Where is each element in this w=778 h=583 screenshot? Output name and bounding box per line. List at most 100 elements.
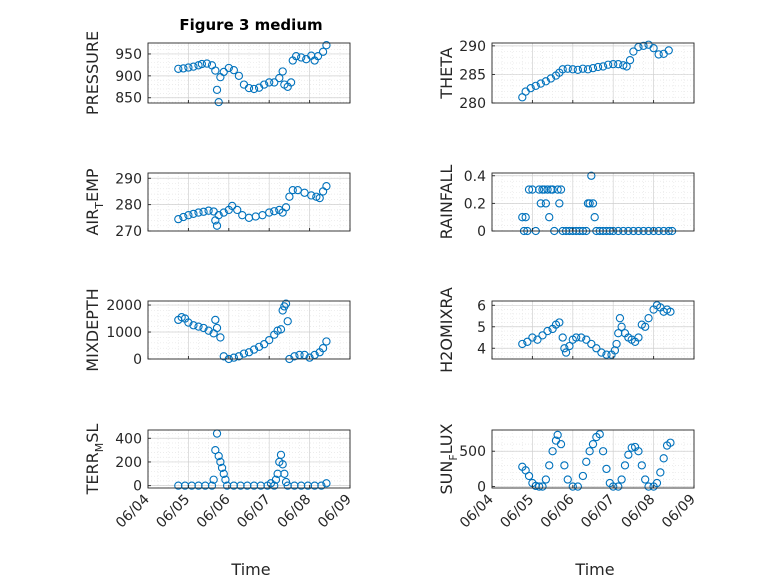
y-tick-label: 0.2 xyxy=(464,196,486,212)
data-point xyxy=(556,185,566,194)
data-point xyxy=(543,185,552,194)
data-point xyxy=(585,447,594,456)
data-point xyxy=(563,64,572,73)
data-point xyxy=(578,471,588,481)
y-tick-label: 290 xyxy=(459,39,486,55)
y-tick-label: 200 xyxy=(115,455,142,471)
data-point xyxy=(228,201,237,211)
data-point xyxy=(582,457,591,466)
data-point xyxy=(617,475,626,484)
data-point xyxy=(587,171,596,180)
data-point xyxy=(583,65,593,74)
data-point xyxy=(244,83,254,93)
data-point xyxy=(538,331,547,340)
data-point xyxy=(214,211,223,220)
data-point xyxy=(270,207,279,216)
data-point xyxy=(322,479,331,488)
data-point xyxy=(541,199,551,208)
data-point xyxy=(313,51,323,61)
data-point xyxy=(644,314,653,323)
y-tick-label: 280 xyxy=(459,96,486,112)
axes-box xyxy=(147,172,351,232)
y-tick-label: 270 xyxy=(115,224,142,240)
y-tick-label: 4 xyxy=(477,341,486,357)
y-axis-label: RAINFALL xyxy=(437,165,456,240)
axes-box xyxy=(491,172,695,232)
data-point xyxy=(174,214,183,224)
y-axis-label: PRESSURE xyxy=(83,31,102,115)
data-point xyxy=(216,457,225,467)
y-axis-label: TERRMSL xyxy=(83,424,106,496)
data-point xyxy=(305,353,314,362)
data-point xyxy=(239,349,249,358)
data-point xyxy=(281,299,291,308)
data-point xyxy=(518,213,527,222)
data-point xyxy=(585,199,594,208)
data-point xyxy=(290,352,299,361)
data-point xyxy=(614,59,623,69)
data-point xyxy=(322,337,331,346)
data-point xyxy=(249,84,259,94)
subplot-h2omixra: 4 5 6 H2OMIXRA xyxy=(437,287,695,373)
data-point xyxy=(553,430,562,440)
data-point xyxy=(221,475,230,484)
x-axis-label-left: Time xyxy=(230,560,270,579)
data-point xyxy=(259,80,269,89)
subplot-air-temp: 270 280 290 AIRTEMP xyxy=(83,168,351,240)
data-point xyxy=(664,46,673,55)
data-point xyxy=(577,333,586,342)
data-point xyxy=(528,333,537,342)
data-point xyxy=(555,318,564,327)
y-tick-label: 285 xyxy=(459,67,486,83)
data-point xyxy=(224,63,233,73)
data-point xyxy=(275,73,284,83)
data-point xyxy=(533,335,542,344)
data-point xyxy=(592,344,601,353)
data-point xyxy=(536,79,545,88)
data-point xyxy=(189,62,198,71)
data-point xyxy=(558,65,567,74)
data-point xyxy=(604,60,613,69)
data-point xyxy=(563,475,572,484)
data-point xyxy=(281,203,291,212)
data-point xyxy=(553,185,562,194)
data-point xyxy=(270,481,279,490)
data-point xyxy=(209,475,218,484)
data-point xyxy=(523,337,532,346)
plot-area xyxy=(148,430,350,488)
data-point xyxy=(184,63,193,72)
data-point xyxy=(545,461,554,470)
data-point xyxy=(211,315,220,325)
axes-box xyxy=(147,42,351,104)
data-point xyxy=(249,345,259,354)
data-point xyxy=(244,348,254,357)
subplot-pressure: 850 900 950 PRESSURE xyxy=(83,31,351,115)
data-point xyxy=(278,67,287,76)
data-point xyxy=(548,447,557,456)
data-point xyxy=(233,205,242,215)
data-point xyxy=(534,185,544,194)
data-point xyxy=(524,185,534,194)
data-point xyxy=(659,454,668,463)
data-point xyxy=(582,335,591,344)
data-point xyxy=(291,51,301,61)
data-point xyxy=(597,348,606,357)
data-point xyxy=(207,481,217,490)
data-point xyxy=(590,213,599,222)
data-point xyxy=(629,47,638,56)
data-point xyxy=(179,212,188,222)
data-point xyxy=(543,326,552,336)
data-point xyxy=(639,41,648,51)
y-axis-label: MIXDEPTH xyxy=(83,288,102,371)
data-point xyxy=(184,211,193,220)
data-point xyxy=(211,66,220,75)
data-point xyxy=(212,323,222,333)
y-tick-label: 290 xyxy=(115,171,142,187)
data-point xyxy=(521,213,530,222)
data-point xyxy=(555,199,564,208)
data-point xyxy=(280,469,289,478)
x-axis-label-right: Time xyxy=(574,560,614,579)
data-point xyxy=(318,47,328,56)
data-point xyxy=(598,62,608,71)
